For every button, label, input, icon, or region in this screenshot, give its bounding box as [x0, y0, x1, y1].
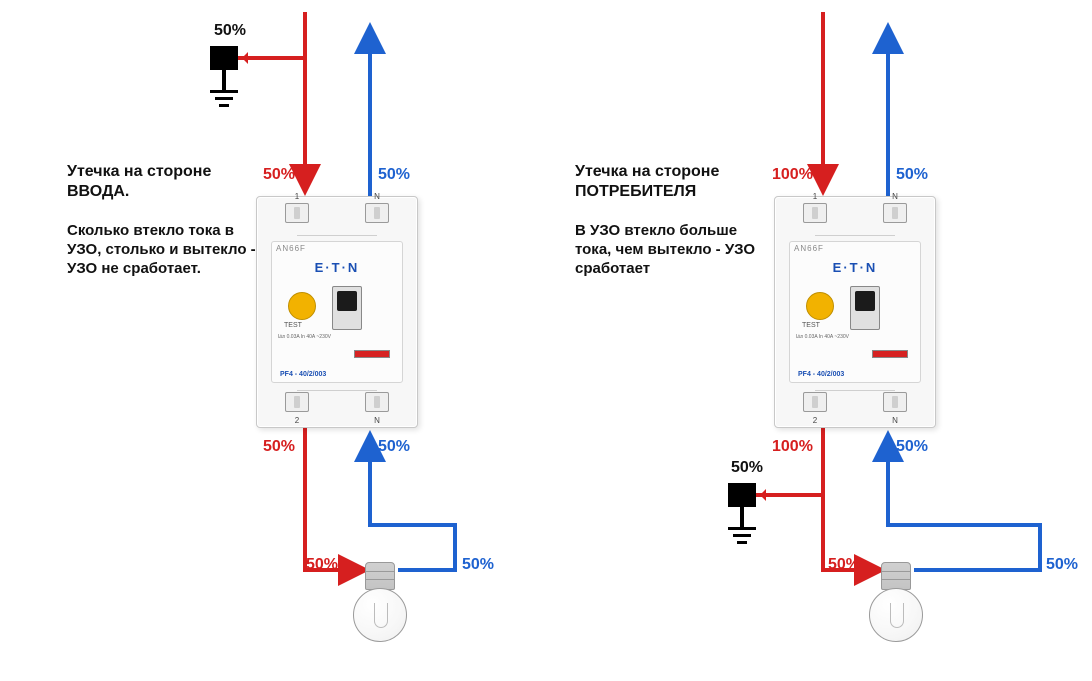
rcd-bottom-terminals: 2 N	[775, 389, 935, 427]
indicator-window	[872, 350, 908, 358]
rcd-model: PF4 - 40/2/003	[798, 371, 844, 378]
rcd-brand: E·T·N	[272, 260, 402, 275]
leak-arrow-in	[756, 493, 786, 497]
terminal-label: 2	[295, 416, 299, 425]
terminal-slot	[365, 392, 389, 412]
right-body: В УЗО втекло больше тока, чем вытекло - …	[575, 222, 775, 278]
terminal-label: N	[374, 416, 380, 425]
left-body: Сколько втекло тока в УЗО, столько и выт…	[67, 222, 257, 278]
ground-symbol	[222, 70, 226, 90]
right-pct-bottom-neutral: 50%	[896, 438, 928, 456]
terminal-slot	[803, 203, 827, 223]
lightbulb-left	[352, 562, 408, 652]
diagram-stage: Утечка на стороне ВВОДА. Сколько втекло …	[0, 0, 1092, 681]
breaker-switch	[850, 286, 880, 330]
rcd-top-terminals: 1 N	[257, 197, 417, 235]
right-pct-bottom-live: 100%	[772, 438, 813, 456]
bulb-socket	[881, 562, 911, 590]
terminal-slot	[883, 392, 907, 412]
rcd-bottom-terminals: 2 N	[257, 389, 417, 427]
lightbulb-right	[868, 562, 924, 652]
rcd-body: AN66F E·T·N TEST I∆n 0.03A In 40A ~230V …	[271, 241, 403, 383]
ground-symbol	[740, 507, 744, 527]
rcd-top-terminals: 1 N	[775, 197, 935, 235]
right-pct-top-live: 100%	[772, 166, 813, 184]
terminal-label: 2	[813, 416, 817, 425]
terminal-slot	[803, 392, 827, 412]
right-pct-bulb-live: 50%	[828, 556, 860, 574]
right-leak-pct: 50%	[731, 459, 763, 477]
right-pct-bulb-neutral: 50%	[1046, 556, 1078, 574]
terminal-slot	[285, 392, 309, 412]
leak-arrow-in	[238, 56, 268, 60]
test-label: TEST	[284, 322, 302, 329]
rcd-specs: I∆n 0.03A In 40A ~230V	[796, 334, 849, 340]
rcd-device-right: 1 N AN66F E·T·N TEST I∆n 0.03A In 40A ~2…	[774, 196, 936, 428]
leak-block-right	[728, 483, 756, 507]
rcd-specs: I∆n 0.03A In 40A ~230V	[278, 334, 331, 340]
rcd-body: AN66F E·T·N TEST I∆n 0.03A In 40A ~230V …	[789, 241, 921, 383]
terminal-slot	[883, 203, 907, 223]
test-label: TEST	[802, 322, 820, 329]
left-heading: Утечка на стороне ВВОДА.	[67, 162, 257, 202]
bulb-socket	[365, 562, 395, 590]
indicator-window	[354, 350, 390, 358]
ground-symbol-tick	[737, 541, 747, 544]
terminal-label: N	[892, 416, 898, 425]
left-leak-pct: 50%	[214, 22, 246, 40]
terminal-label: 1	[295, 192, 299, 201]
terminal-label: 1	[813, 192, 817, 201]
ground-symbol-tick	[219, 104, 229, 107]
breaker-switch	[332, 286, 362, 330]
terminal-slot	[365, 203, 389, 223]
right-heading: Утечка на стороне ПОТРЕБИТЕЛЯ	[575, 162, 775, 202]
rcd-brand: E·T·N	[790, 260, 920, 275]
left-pct-top-neutral: 50%	[378, 166, 410, 184]
test-button	[288, 292, 316, 320]
left-pct-bulb-neutral: 50%	[462, 556, 494, 574]
terminal-label: N	[892, 192, 898, 201]
leak-box	[728, 483, 756, 507]
right-pct-top-neutral: 50%	[896, 166, 928, 184]
rcd-device-left: 1 N AN66F E·T·N TEST I∆n 0.03A In 40A ~2…	[256, 196, 418, 428]
left-pct-top-live: 50%	[263, 166, 295, 184]
terminal-label: N	[374, 192, 380, 201]
bulb-glass	[869, 588, 923, 642]
leak-block-left	[210, 46, 238, 70]
left-pct-bottom-neutral: 50%	[378, 438, 410, 456]
left-pct-bottom-live: 50%	[263, 438, 295, 456]
leak-box	[210, 46, 238, 70]
terminal-slot	[285, 203, 309, 223]
bulb-glass	[353, 588, 407, 642]
left-pct-bulb-live: 50%	[306, 556, 338, 574]
rcd-model: PF4 - 40/2/003	[280, 371, 326, 378]
rcd-title-strip: AN66F	[794, 244, 824, 253]
rcd-title-strip: AN66F	[276, 244, 306, 253]
test-button	[806, 292, 834, 320]
